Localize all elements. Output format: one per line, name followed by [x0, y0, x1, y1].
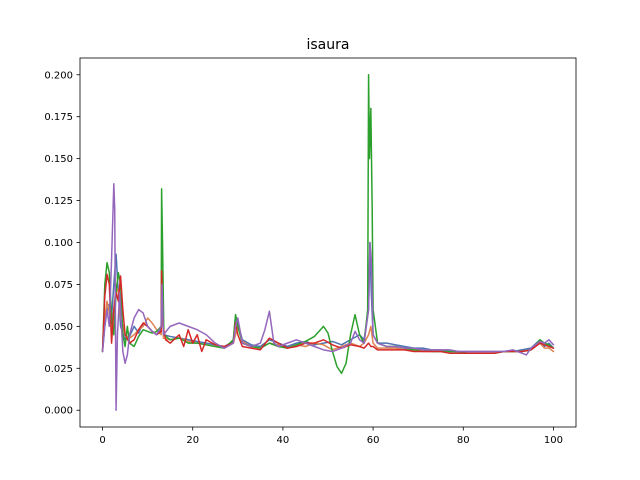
series-layer	[101, 74, 555, 411]
y-tick-label: 0.150	[44, 154, 73, 165]
y-axis: 0.000 0.025 0.050 0.075 0.100 0.125 0.150 0.175…	[44, 70, 80, 417]
x-tick-label: 80	[457, 435, 470, 446]
series-line-4	[101, 270, 555, 354]
y-tick-label: 0.200	[44, 70, 73, 81]
y-tick-label: 0.175	[44, 112, 73, 123]
x-tick-label: 100	[544, 435, 563, 446]
y-tick-label: 0.125	[44, 196, 73, 207]
y-tick-label: 0.075	[44, 280, 73, 291]
x-tick-label: 60	[367, 435, 380, 446]
x-tick-label: 20	[186, 435, 199, 446]
series-line-5	[101, 183, 555, 411]
y-tick-label: 0.100	[44, 238, 73, 249]
x-tick-label: 40	[277, 435, 290, 446]
x-axis: 0 20 40 60 80 100	[99, 427, 563, 446]
chart-title: isaura	[307, 37, 350, 53]
y-tick-label: 0.025	[44, 364, 73, 375]
y-tick-label: 0.050	[44, 322, 73, 333]
x-tick-label: 0	[99, 435, 105, 446]
y-tick-label: 0.000	[44, 406, 73, 417]
series-line-3	[101, 74, 555, 375]
